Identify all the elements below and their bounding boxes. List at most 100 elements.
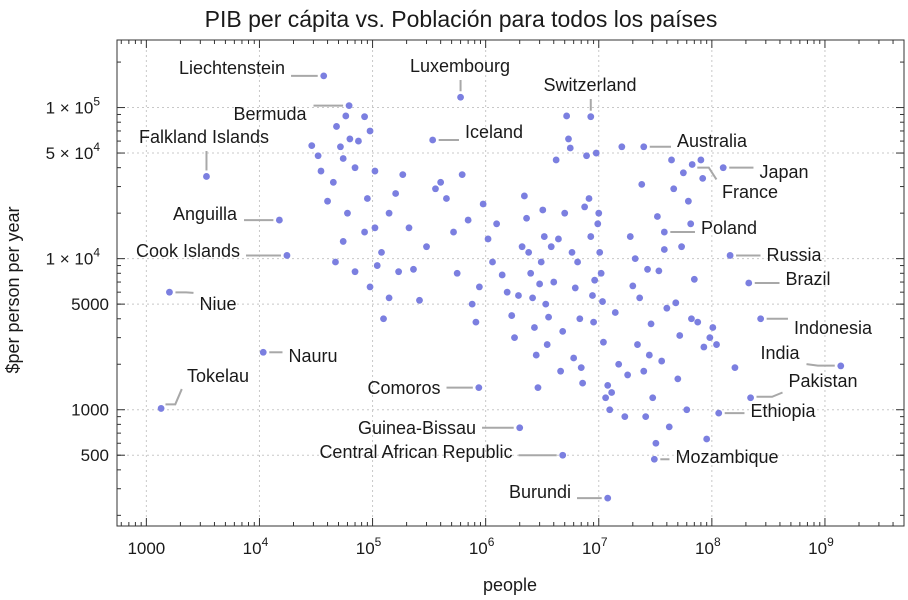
data-point <box>683 406 691 414</box>
y-tick-label: 1 × 104 <box>46 246 101 269</box>
labeled-data-point <box>559 451 567 459</box>
labeled-data-point <box>457 93 464 101</box>
data-point <box>583 152 590 160</box>
point-label: Brazil <box>785 269 830 289</box>
data-point <box>665 423 673 431</box>
data-point <box>385 209 393 217</box>
data-point <box>706 334 714 342</box>
data-point <box>344 209 351 217</box>
data-point <box>472 318 480 326</box>
data-point <box>658 357 666 365</box>
data-point <box>615 360 623 368</box>
point-label: Iceland <box>465 122 523 142</box>
data-point <box>392 190 400 197</box>
data-point <box>597 269 605 277</box>
x-tick-label: 109 <box>808 535 834 558</box>
labeled-data-point <box>429 136 437 144</box>
data-point <box>489 258 496 266</box>
y-tick-label: 5000 <box>71 295 109 314</box>
data-point <box>498 271 506 279</box>
data-point <box>679 169 687 177</box>
data-point <box>629 282 637 290</box>
x-axis-title: people <box>483 575 537 595</box>
labeled-data-point <box>688 161 696 168</box>
leader-line <box>175 291 194 294</box>
data-point <box>590 318 597 326</box>
data-point <box>563 112 571 120</box>
data-point <box>395 268 403 276</box>
labeled-data-point <box>650 455 658 463</box>
data-point <box>332 258 339 266</box>
labeled-data-point <box>259 348 267 356</box>
data-point <box>599 298 606 305</box>
data-point <box>539 206 547 214</box>
data-point <box>645 351 653 359</box>
data-point <box>333 123 340 130</box>
data-point <box>647 320 655 328</box>
data-point <box>503 288 511 296</box>
data-point <box>437 178 445 186</box>
data-point <box>527 269 535 277</box>
point-label: Burundi <box>509 482 571 502</box>
leader-line <box>806 363 835 367</box>
data-point <box>552 156 560 164</box>
data-point <box>363 195 371 202</box>
data-point <box>399 171 407 178</box>
data-point <box>366 283 374 291</box>
data-point <box>570 354 578 362</box>
data-point <box>634 341 641 348</box>
point-label: Luxembourg <box>410 56 510 76</box>
labeled-data-point <box>715 409 723 417</box>
data-point <box>453 269 461 277</box>
leader-line <box>165 388 183 406</box>
data-point <box>317 167 325 175</box>
data-point <box>626 233 634 240</box>
data-point <box>579 379 587 387</box>
data-point <box>652 439 660 447</box>
labeled-data-point <box>604 494 612 502</box>
labeled-data-point <box>283 252 291 259</box>
data-point <box>642 413 650 421</box>
data-point <box>602 394 610 402</box>
x-tick-label: 106 <box>469 535 495 558</box>
labeled-data-point <box>745 279 753 287</box>
data-point <box>697 156 705 164</box>
data-point <box>703 435 711 443</box>
data-point <box>371 224 379 232</box>
data-points <box>157 72 845 502</box>
data-point <box>644 265 651 273</box>
labeled-data-point <box>345 102 353 110</box>
point-label: Switzerland <box>543 75 636 95</box>
point-label: Japan <box>759 162 808 182</box>
data-point <box>581 203 589 211</box>
point-label: Bermuda <box>233 104 307 124</box>
leader-line <box>697 166 718 180</box>
data-point <box>337 143 344 151</box>
labeled-data-point <box>275 216 283 224</box>
data-point <box>520 192 528 200</box>
data-point <box>416 296 423 304</box>
data-point <box>561 209 569 217</box>
y-tick-label: 1 × 105 <box>46 95 101 118</box>
point-label: France <box>722 182 778 202</box>
labeled-data-point <box>660 228 668 236</box>
y-tick-label: 5 × 104 <box>46 140 101 163</box>
x-tick-label: 1000 <box>127 539 165 558</box>
data-point <box>518 243 526 251</box>
data-point <box>638 181 646 188</box>
data-point <box>589 292 596 299</box>
data-point <box>557 367 565 375</box>
data-point <box>536 280 544 288</box>
data-point <box>324 197 331 205</box>
data-point <box>545 313 552 321</box>
data-point <box>351 164 359 172</box>
labeled-data-point <box>166 288 173 296</box>
data-point <box>540 233 548 240</box>
data-point <box>361 228 368 236</box>
data-point <box>443 195 450 202</box>
data-point <box>699 174 707 182</box>
data-point <box>450 228 457 236</box>
data-point <box>532 351 540 359</box>
data-point <box>515 292 522 299</box>
data-point <box>608 389 616 396</box>
